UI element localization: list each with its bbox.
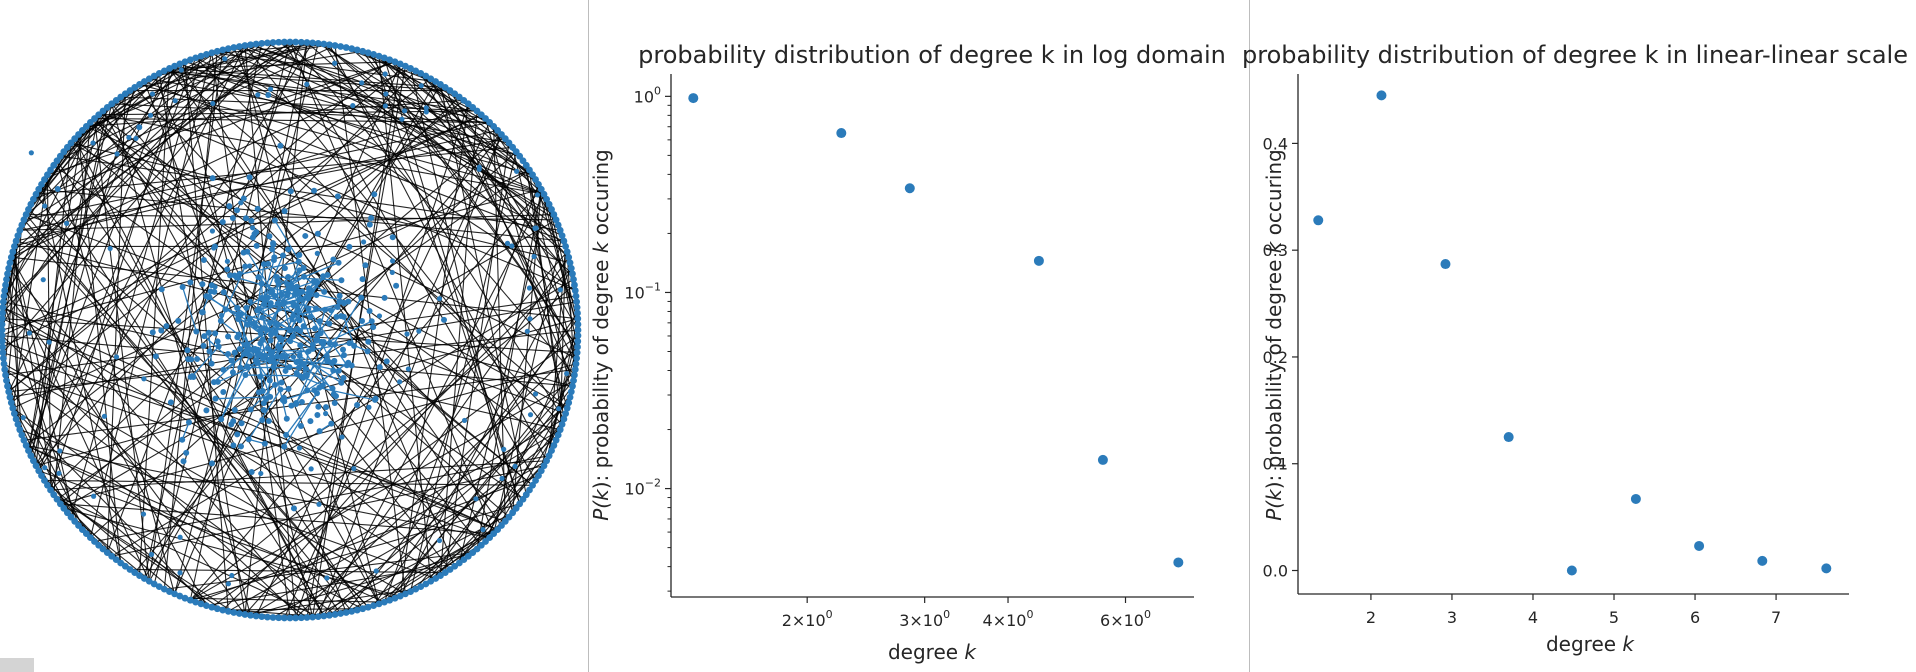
- y-tick-group: 0.0 0.1 0.2 0.3 0.4: [1263, 134, 1298, 581]
- y-tick-label: 0.1: [1263, 455, 1288, 474]
- x-tick-group: 2 3 4 5 6 7: [1366, 594, 1781, 627]
- x-tick-label: 2×100: [782, 608, 833, 630]
- x-tick-label: 3×100: [899, 608, 950, 630]
- data-point: [1376, 90, 1387, 101]
- x-tick-label: 3: [1447, 608, 1457, 627]
- data-points: [1313, 90, 1832, 576]
- data-point: [1033, 255, 1044, 266]
- data-point: [836, 128, 847, 139]
- log-scale-chart: probability distribution of degree k in …: [589, 41, 1226, 664]
- x-tick-label: 6: [1690, 608, 1700, 627]
- network-nodes: [0, 38, 582, 622]
- y-tick-label: 100: [634, 84, 661, 106]
- x-tick-group: 2×100 3×100 4×100 6×100: [782, 597, 1151, 630]
- y-tick-label: 10−1: [624, 280, 661, 302]
- data-points: [688, 93, 1184, 568]
- y-tick-label: 0.0: [1263, 562, 1288, 581]
- x-tick-label: 6×100: [1100, 608, 1151, 630]
- x-tick-label: 4×100: [983, 608, 1034, 630]
- corner-swatch: [0, 658, 34, 672]
- network-edges: [1, 41, 579, 619]
- data-point: [1630, 493, 1641, 504]
- y-tick-label: 0.2: [1263, 348, 1288, 367]
- data-point: [904, 183, 915, 194]
- x-axis-label: degree k: [1546, 632, 1635, 656]
- x-tick-label: 4: [1528, 608, 1538, 627]
- linear-scale-chart: probability distribution of degree k in …: [1242, 41, 1908, 656]
- data-point: [1566, 565, 1577, 576]
- data-point: [1821, 563, 1832, 574]
- y-tick-label: 0.3: [1263, 241, 1288, 260]
- y-tick-label: 0.4: [1263, 134, 1288, 153]
- x-tick-label: 7: [1771, 608, 1781, 627]
- data-point: [1440, 259, 1451, 270]
- network-graph: [0, 38, 582, 622]
- x-axis-label: degree k: [888, 640, 977, 664]
- data-point: [688, 93, 699, 104]
- y-axis-label: P(k): probability of degree k occuring: [589, 149, 613, 521]
- y-axis-label: P(k): probability of degree k occuring: [1262, 149, 1286, 521]
- chart-title: probability distribution of degree k in …: [1242, 41, 1908, 69]
- y-tick-label: 10−2: [624, 477, 661, 499]
- x-tick-label: 5: [1609, 608, 1619, 627]
- data-point: [1097, 454, 1108, 465]
- data-point: [1757, 555, 1768, 566]
- panel-separator-1: [588, 0, 589, 672]
- data-point: [1173, 557, 1184, 568]
- data-point: [1503, 432, 1514, 443]
- data-point: [1694, 540, 1705, 551]
- panel-separator-2: [1249, 0, 1250, 672]
- chart-title: probability distribution of degree k in …: [638, 41, 1226, 69]
- data-point: [1313, 215, 1324, 226]
- x-tick-label: 2: [1366, 608, 1376, 627]
- y-tick-group: 100 10−1 10−2: [624, 84, 671, 592]
